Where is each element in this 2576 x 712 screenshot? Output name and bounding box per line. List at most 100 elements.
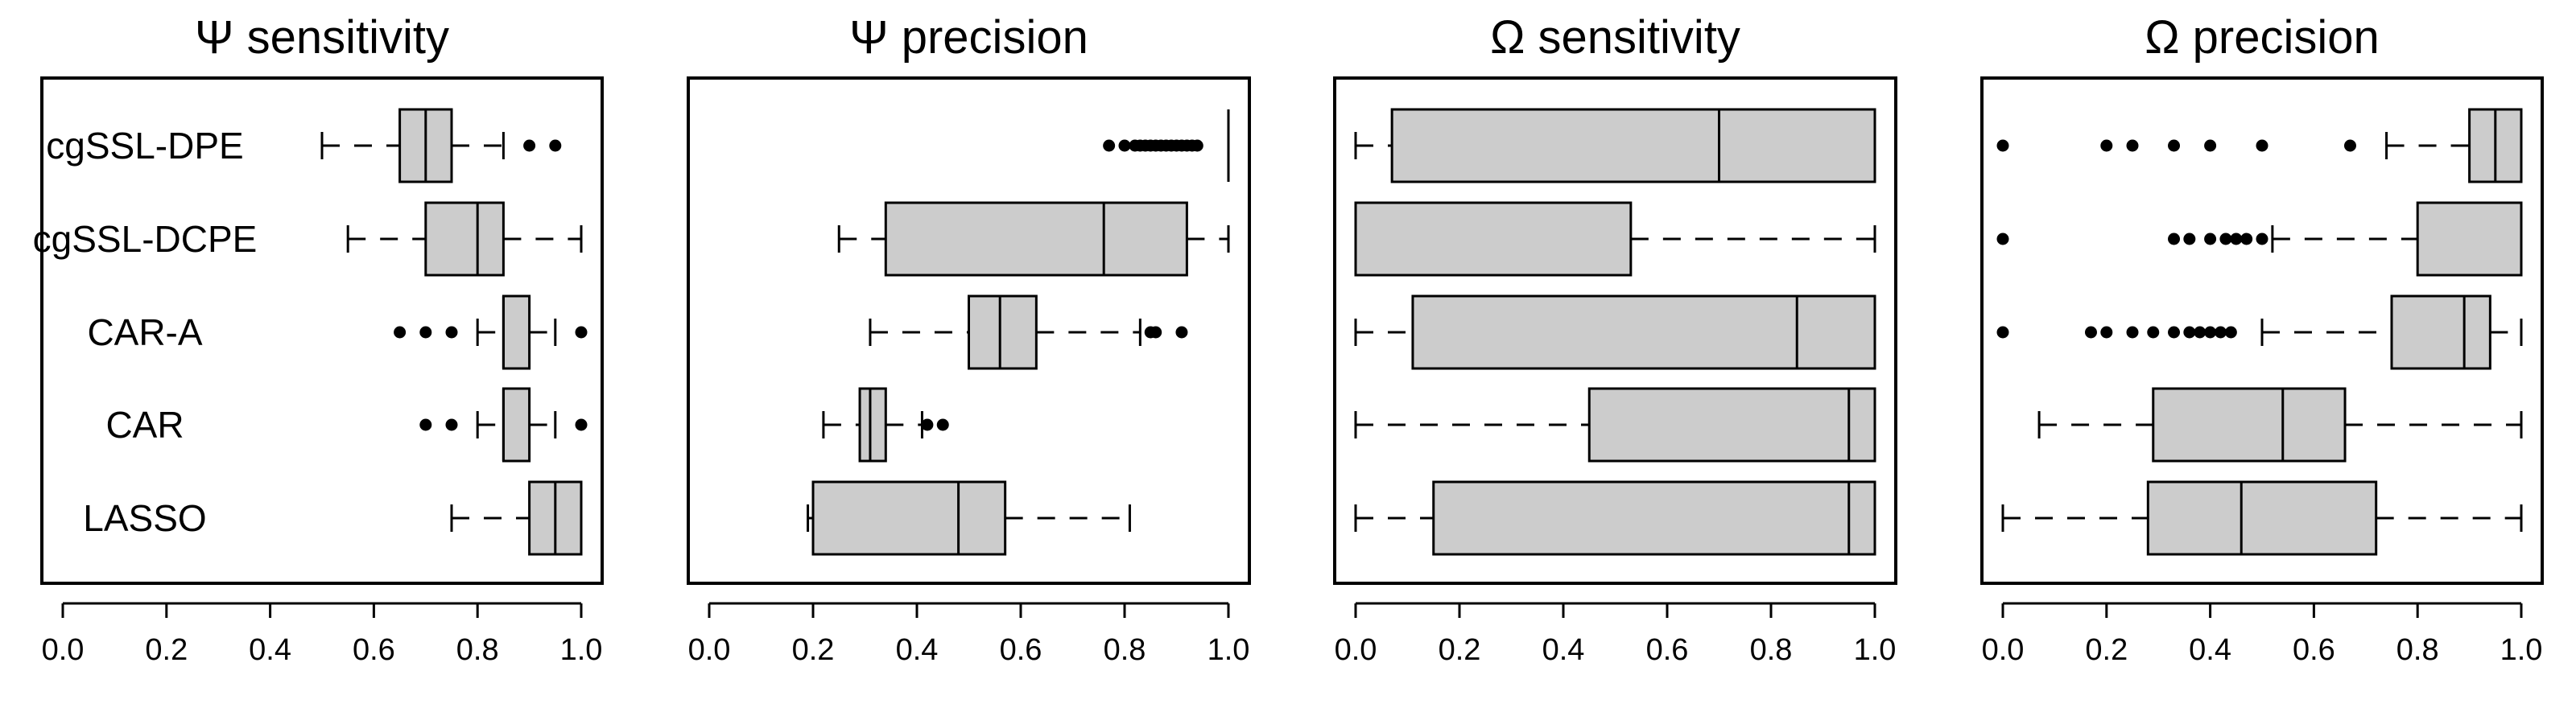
x-tick-label: 0.6 (1646, 633, 1689, 667)
box-1 (1354, 201, 1876, 277)
box-0 (1996, 108, 2523, 183)
panel-title: Ω sensitivity (1490, 11, 1740, 64)
outlier-point (549, 139, 562, 152)
box-0 (1354, 108, 1876, 183)
outlier-point (921, 418, 934, 431)
method-label: cgSSL-DPE (46, 125, 243, 167)
x-tick-label: 1.0 (1854, 633, 1897, 667)
outlier-point (2126, 139, 2139, 152)
x-tick-label: 0.6 (353, 633, 395, 667)
outlier-point (2084, 326, 2097, 339)
outlier-point (2168, 326, 2181, 339)
x-tick-label: 0.6 (2293, 633, 2335, 667)
outlier-point (2204, 326, 2217, 339)
panel-1: Ψ sensitivity 0.0 0.2 0.4 0.6 0.8 1.0 cgSSL-DPE… (33, 11, 604, 667)
outlier-point (1118, 139, 1131, 152)
outlier-point (1175, 326, 1188, 339)
outlier-point (1996, 326, 2009, 339)
box-3 (1354, 387, 1876, 463)
outlier-point (1103, 139, 1116, 152)
panel-4: Ω precision 0.0 0.2 0.4 0.6 0.8 1.0 (1980, 11, 2544, 667)
outlier-point (2147, 326, 2160, 339)
box-2 (869, 294, 1188, 370)
outlier-point (445, 326, 458, 339)
method-label: cgSSL-DCPE (33, 218, 258, 260)
x-tick-label: 1.0 (2500, 633, 2543, 667)
panel-3: Ω sensitivity 0.0 0.2 0.4 0.6 0.8 1.0 (1333, 11, 1897, 667)
box-4 (450, 480, 583, 556)
outlier-point (575, 418, 588, 431)
box-iqr (1354, 201, 1633, 277)
box-iqr (2146, 480, 2378, 556)
box-2 (1996, 294, 2523, 370)
outlier-point (2183, 233, 2196, 245)
box-3 (419, 387, 588, 463)
box-1 (1996, 201, 2523, 277)
outlier-point (2219, 233, 2232, 245)
box-iqr (858, 387, 887, 463)
plot-frame (687, 76, 1251, 585)
x-tick-label: 0.2 (145, 633, 188, 667)
outlier-point (2224, 326, 2237, 339)
panel-2: Ψ precision 0.0 0.2 0.4 0.6 0.8 1.0 (687, 11, 1251, 667)
box-iqr (502, 387, 531, 463)
outlier-point (1996, 233, 2009, 245)
box-4 (2001, 480, 2523, 556)
outlier-point (2168, 139, 2181, 152)
outlier-point (2214, 326, 2227, 339)
box-1 (837, 201, 1230, 277)
outlier-point (1150, 326, 1162, 339)
box-iqr (424, 201, 505, 277)
method-label: CAR (105, 404, 184, 446)
method-label: CAR-A (87, 311, 202, 353)
panel-title: Ω precision (2145, 11, 2380, 64)
outlier-point (2204, 233, 2217, 245)
outlier-point (575, 326, 588, 339)
outlier-point (1191, 139, 1203, 152)
box-2 (394, 294, 588, 370)
outlier-point (2126, 326, 2139, 339)
x-tick-label: 0.2 (792, 633, 835, 667)
x-tick-label: 0.4 (249, 633, 291, 667)
x-tick-label: 0.2 (2085, 633, 2128, 667)
outlier-point (445, 418, 458, 431)
plot-frame (1333, 76, 1897, 585)
box-2 (1354, 294, 1876, 370)
box-iqr (2152, 387, 2347, 463)
box-4 (1354, 480, 1876, 556)
outlier-point (2183, 326, 2196, 339)
outlier-point (2168, 233, 2181, 245)
x-tick-label: 1.0 (560, 633, 603, 667)
outlier-point (2256, 233, 2268, 245)
outlier-point (2194, 326, 2207, 339)
box-iqr (1432, 480, 1876, 556)
x-tick-label: 0.4 (2189, 633, 2231, 667)
plot-frame (40, 76, 604, 585)
box-1 (346, 201, 583, 277)
x-tick-label: 0.0 (1982, 633, 2025, 667)
box-4 (807, 480, 1131, 556)
x-tick-label: 0.0 (42, 633, 85, 667)
x-tick-label: 0.8 (1104, 633, 1146, 667)
x-tick-label: 0.8 (456, 633, 499, 667)
x-tick-label: 0.0 (1335, 633, 1377, 667)
box-iqr (502, 294, 531, 370)
panel-title: Ψ sensitivity (195, 11, 449, 64)
outlier-point (936, 418, 949, 431)
outlier-point (419, 418, 432, 431)
box-0 (320, 108, 562, 183)
outlier-point (2100, 139, 2113, 152)
outlier-point (394, 326, 407, 339)
box-iqr (1587, 387, 1876, 463)
outlier-point (419, 326, 432, 339)
box-iqr (968, 294, 1038, 370)
x-tick-label: 0.8 (1750, 633, 1793, 667)
box-iqr (1390, 108, 1876, 183)
x-tick-label: 0.4 (896, 633, 939, 667)
box-iqr (2416, 201, 2523, 277)
x-tick-label: 1.0 (1208, 633, 1250, 667)
box-iqr (884, 201, 1188, 277)
box-iqr (1411, 294, 1876, 370)
